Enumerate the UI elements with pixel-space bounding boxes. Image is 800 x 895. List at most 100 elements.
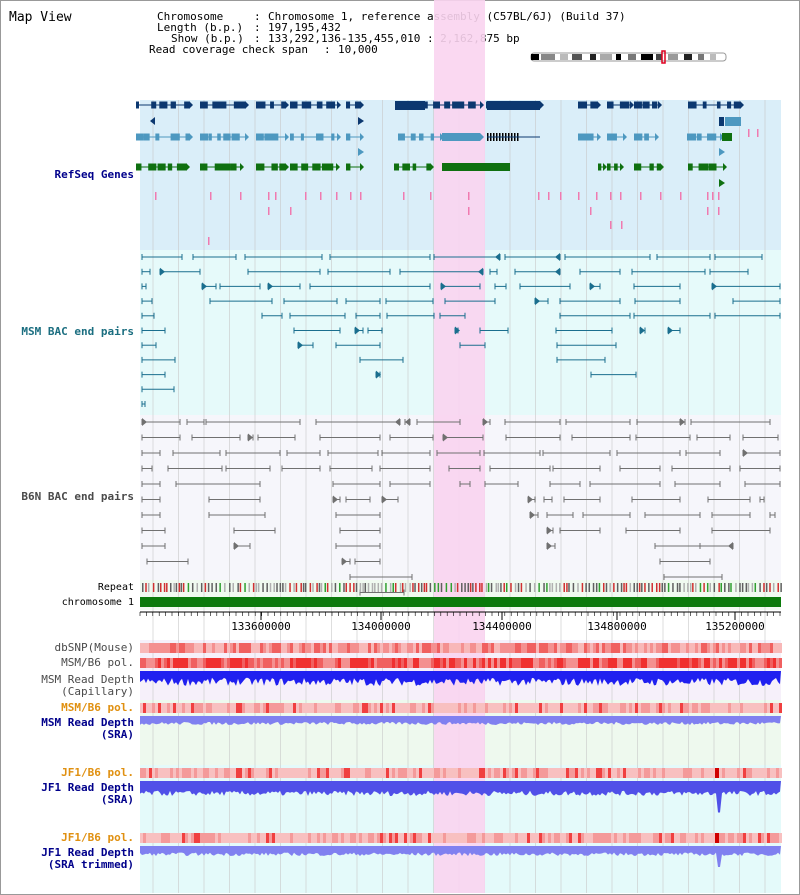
dbsnp-strip bbox=[686, 643, 689, 653]
msm-pol-strip bbox=[344, 658, 347, 668]
jf1-pol-strip bbox=[428, 768, 431, 778]
jf1-pol-2-strip bbox=[401, 833, 404, 843]
dbsnp-strip bbox=[233, 643, 236, 653]
jf1-pol-strip bbox=[347, 768, 350, 778]
repeat-mark bbox=[204, 583, 207, 592]
jf1-pol-2-strip bbox=[455, 833, 458, 843]
msm-pol-2-strip bbox=[359, 703, 362, 713]
jf1-pol-2-strip bbox=[662, 833, 665, 843]
jf1-pol-2-strip bbox=[422, 833, 425, 843]
dbsnp-strip bbox=[695, 643, 698, 653]
refseq-gene bbox=[430, 163, 434, 171]
dbsnp-strip bbox=[557, 643, 560, 653]
jf1-pol-strip bbox=[362, 768, 365, 778]
msm-pol-strip bbox=[314, 658, 317, 668]
msm-pol-strip bbox=[500, 658, 503, 668]
msm-pol-2-strip bbox=[227, 703, 230, 713]
msm-pol-strip bbox=[539, 658, 542, 668]
msm-pol-2-strip bbox=[662, 703, 665, 713]
msm-pol-strip bbox=[233, 658, 236, 668]
msm-pol-strip bbox=[413, 658, 416, 668]
jf1-pol-2-strip bbox=[557, 833, 560, 843]
dbsnp-strip bbox=[338, 643, 341, 653]
repeat-mark bbox=[385, 583, 387, 592]
msm-pol-strip bbox=[683, 658, 686, 668]
track-label-msm-bac[interactable]: MSM BAC end pairs bbox=[21, 325, 134, 338]
refseq-gene bbox=[346, 163, 351, 171]
jf1-pol-strip bbox=[581, 768, 584, 778]
dbsnp-strip bbox=[749, 643, 752, 653]
refseq-gene bbox=[578, 101, 588, 109]
track-label-refseq-genes[interactable]: RefSeq Genes bbox=[54, 168, 134, 181]
msm-pol-2-strip bbox=[455, 703, 458, 713]
msm-pol-2-strip bbox=[158, 703, 161, 713]
refseq-gene bbox=[148, 163, 157, 171]
jf1-pol-2-strip bbox=[371, 833, 374, 843]
msm-pol-2-strip bbox=[500, 703, 503, 713]
dbsnp-strip bbox=[533, 643, 536, 653]
dbsnp-strip bbox=[203, 643, 206, 653]
msm-pol-strip bbox=[515, 658, 518, 668]
jf1-pol-strip bbox=[473, 768, 476, 778]
repeat-mark bbox=[334, 583, 337, 592]
msm-pol-2-strip bbox=[473, 703, 476, 713]
msm-pol-2-strip bbox=[770, 703, 773, 713]
jf1-pol-strip bbox=[668, 768, 671, 778]
jf1-pol-strip bbox=[704, 768, 707, 778]
refseq-gene bbox=[189, 101, 193, 109]
jf1-pol-strip bbox=[755, 768, 758, 778]
msm-pol-2-strip bbox=[413, 703, 416, 713]
msm-pol-2-strip bbox=[692, 703, 695, 713]
refseq-gene bbox=[358, 117, 364, 125]
jf1-pol-2-strip bbox=[464, 833, 467, 843]
repeat-mark bbox=[566, 583, 568, 592]
repeat-mark bbox=[456, 583, 459, 592]
track-label-msm-depth-sra: MSM Read Depth bbox=[41, 716, 134, 729]
msm-pol-2-strip bbox=[644, 703, 647, 713]
msm-pol-2-strip bbox=[779, 703, 782, 713]
jf1-pol-2-strip bbox=[506, 833, 509, 843]
msm-pol-strip bbox=[671, 658, 674, 668]
repeat-mark bbox=[147, 583, 150, 592]
repeat-mark bbox=[658, 583, 661, 592]
track-label-b6n-bac[interactable]: B6N BAC end pairs bbox=[21, 490, 134, 503]
msm-pol-strip bbox=[197, 658, 200, 668]
jf1-pol-strip bbox=[578, 768, 581, 778]
jf1-pol-2-strip bbox=[515, 833, 518, 843]
msm-pol-2-strip bbox=[482, 703, 485, 713]
jf1-pol-strip bbox=[680, 768, 683, 778]
jf1-pol-2-strip bbox=[602, 833, 605, 843]
jf1-pol-strip bbox=[743, 768, 746, 778]
jf1-pol-strip bbox=[632, 768, 635, 778]
repeat-mark bbox=[551, 583, 554, 592]
jf1-pol-strip bbox=[158, 768, 161, 778]
dbsnp-strip bbox=[281, 643, 284, 653]
msm-pol-2-strip bbox=[254, 703, 257, 713]
msm-pol-strip bbox=[719, 658, 722, 668]
jf1-pol-2-strip bbox=[680, 833, 683, 843]
repeat-mark bbox=[772, 583, 775, 592]
jf1-pol-strip bbox=[170, 768, 173, 778]
msm-pol-2-strip bbox=[596, 703, 599, 713]
jf1-pol-strip bbox=[203, 768, 206, 778]
repeat-mark bbox=[461, 583, 463, 592]
refseq-snp-mark bbox=[757, 129, 759, 137]
jf1-pol-2-strip bbox=[254, 833, 257, 843]
refseq-gene bbox=[642, 101, 650, 109]
refseq-snp-mark bbox=[305, 192, 307, 200]
jf1-pol-strip bbox=[731, 768, 734, 778]
repeat-mark bbox=[295, 583, 298, 592]
msm-pol-2-strip bbox=[380, 703, 383, 713]
jf1-pol-strip bbox=[488, 768, 491, 778]
refseq-snp-mark bbox=[320, 192, 322, 200]
jf1-pol-peak bbox=[715, 768, 719, 778]
repeat-mark bbox=[157, 583, 160, 592]
track-label-jf1-depth-trimmed: JF1 Read Depth bbox=[41, 846, 134, 859]
refseq-snp-mark bbox=[468, 192, 470, 200]
ideogram-band bbox=[698, 54, 704, 60]
msm-pol-2-strip bbox=[680, 703, 683, 713]
repeat-mark bbox=[248, 583, 251, 592]
jf1-pol-2-strip bbox=[149, 833, 152, 843]
msm-pol-strip bbox=[494, 658, 497, 668]
